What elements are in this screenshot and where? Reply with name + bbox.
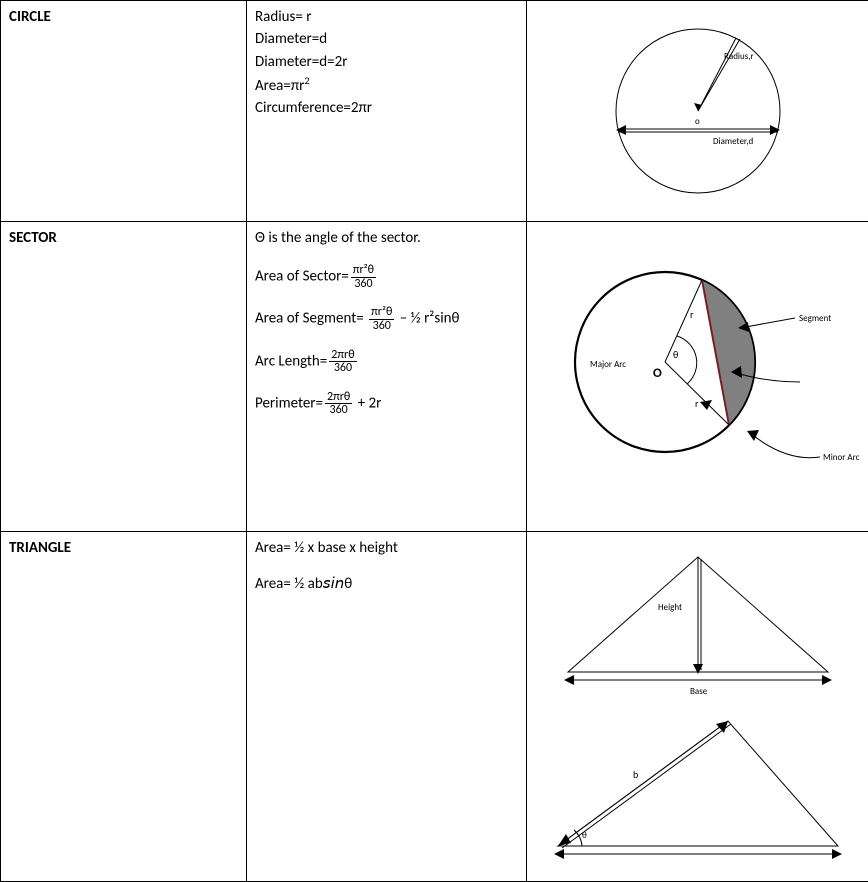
center-label: o — [695, 116, 700, 127]
theta-label: θ — [673, 348, 678, 361]
text: 360 — [351, 278, 376, 291]
base-label: Base — [690, 686, 708, 697]
center-label: O — [653, 366, 662, 381]
fraction: 2πrθ360 — [329, 349, 356, 375]
diameter-label: Diameter,d — [713, 136, 754, 147]
fraction: 2πrθ360 — [325, 391, 352, 417]
text: Diameter=d=2r — [255, 52, 518, 72]
text: 360 — [329, 362, 356, 375]
table-row: SECTOR Θ is the angle of the sector. Are… — [1, 222, 868, 532]
text: 360 — [325, 404, 352, 417]
segment-label: Segment — [799, 313, 831, 324]
sector-diagram: r r θ O Major Arc Segment Minor Arc — [535, 232, 865, 502]
major-arc-label: Major Arc — [590, 359, 626, 370]
text: Area= ½ ab𝘴𝘪𝘯θ — [255, 574, 518, 594]
circle-description: Radius= r Diameter=d Diameter=d=2r Area=… — [247, 1, 527, 222]
text: Arc Length=2πrθ360 — [255, 349, 518, 375]
text: Circumference=2πr — [255, 98, 518, 118]
text: 2πrθ — [329, 349, 356, 363]
text: Area=πr — [255, 77, 304, 95]
circle-diagram: Radius,r o Diameter,d — [548, 11, 848, 211]
fraction: πr²θ360 — [351, 264, 376, 290]
theta-label: θ — [582, 830, 587, 841]
radius-label: Radius,r — [724, 51, 754, 62]
geometry-table: CIRCLE Radius= r Diameter=d Diameter=d=2… — [0, 0, 868, 882]
text: + 2r — [354, 394, 381, 412]
text: Area of Sector=πr²θ360 — [255, 264, 518, 290]
text: πr²θ — [369, 306, 394, 320]
text: Arc Length= — [255, 352, 327, 370]
r-label: r — [695, 397, 699, 410]
fraction: πr²θ360 — [369, 306, 394, 332]
text: Area of Segment= πr²θ360 – ½ r²sinθ — [255, 306, 518, 332]
sector-description: Θ is the angle of the sector. Area of Se… — [247, 222, 527, 532]
minor-arc-label: Minor Arc — [823, 452, 860, 463]
b-label: b — [633, 768, 638, 781]
shape-name-circle: CIRCLE — [9, 8, 51, 26]
height-label: Height — [658, 602, 682, 613]
table-row: TRIANGLE Area= ½ x base x height Area= ½… — [1, 532, 868, 882]
text: πr²θ — [351, 264, 376, 278]
text: Θ is the angle of the sector. — [255, 228, 518, 248]
shape-name-triangle: TRIANGLE — [9, 539, 71, 557]
r-label: r — [690, 308, 694, 321]
text: – ½ r²sinθ — [396, 310, 459, 328]
text: Perimeter=2πrθ360 + 2r — [255, 391, 518, 417]
table-row: CIRCLE Radius= r Diameter=d Diameter=d=2… — [1, 1, 868, 222]
triangle-diagram-2: b θ — [538, 706, 858, 871]
text: 2 — [304, 74, 309, 87]
text: Area of Sector= — [255, 268, 349, 286]
triangle-description: Area= ½ x base x height Area= ½ ab𝘴𝘪𝘯θ — [247, 532, 527, 882]
text: Area=πr2 — [255, 74, 518, 96]
text: Perimeter= — [255, 394, 323, 412]
triangle-diagram-1: Height Base — [538, 542, 858, 702]
text: Radius= r — [255, 7, 518, 27]
text: Diameter=d — [255, 29, 518, 49]
shape-name-sector: SECTOR — [9, 229, 57, 247]
text: 360 — [369, 320, 394, 333]
text: 2πrθ — [325, 391, 352, 405]
text: Area= ½ x base x height — [255, 538, 518, 558]
text: Area of Segment= — [255, 310, 367, 328]
